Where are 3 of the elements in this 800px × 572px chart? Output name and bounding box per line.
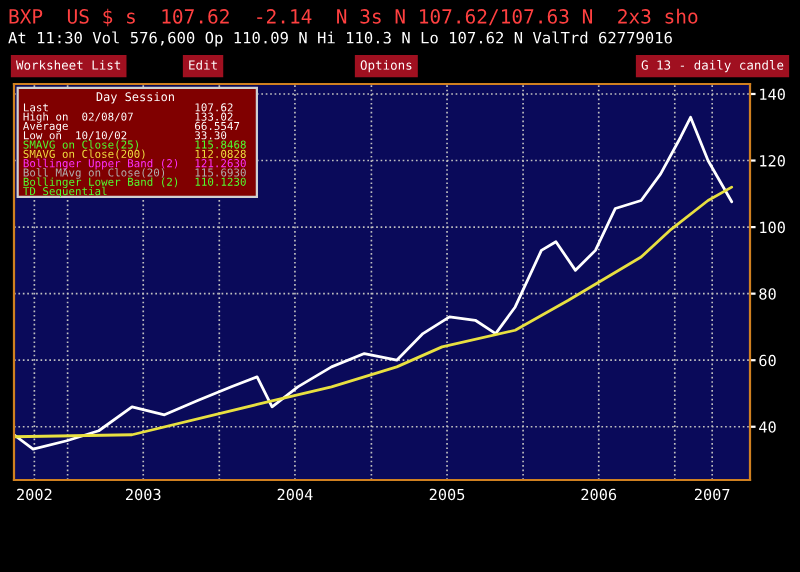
text: BXP US $ s 107.62 -2.14 N 3s N 107.62/107.63 N 2x3 sho: [9, 8, 698, 27]
line-series: [14, 185, 734, 439]
line-series: [14, 115, 734, 451]
